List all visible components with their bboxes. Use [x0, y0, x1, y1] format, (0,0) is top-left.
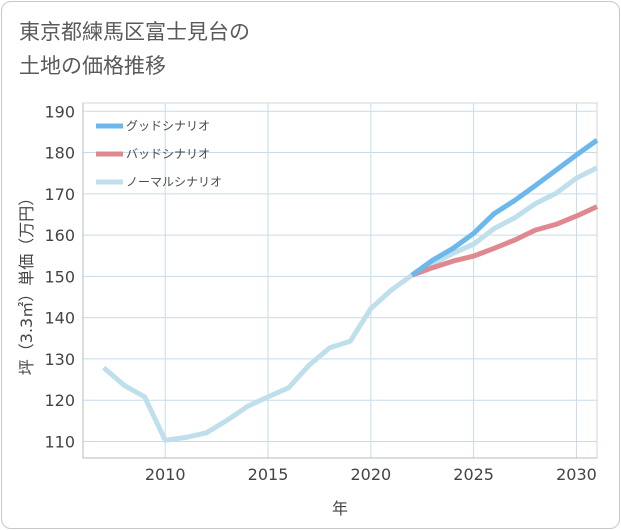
series-line-1: [411, 204, 599, 278]
y-axis-title: 坪（3.3㎡）単価（万円）: [17, 190, 36, 375]
chart-title-line-2: 土地の価格推移: [19, 54, 166, 78]
chart-title: 東京都練馬区富士見台の 土地の価格推移: [19, 15, 250, 83]
chart-title-line-1: 東京都練馬区富士見台の: [19, 20, 250, 44]
chart-axes: 110 120 130 140 150 160 170 180 190 2010 2015 2020 2…: [44, 102, 597, 484]
x-tick-label: 2025: [453, 465, 494, 484]
y-tick-label: 130: [44, 350, 75, 369]
x-tick-label: 2030: [556, 465, 597, 484]
legend-label-2: ノーマルシナリオ: [126, 175, 222, 189]
chart-grid: [82, 102, 598, 459]
legend-label-0: グッドシナリオ: [126, 119, 210, 133]
y-tick-label: 190: [44, 102, 75, 121]
x-tick-label: 2015: [248, 465, 289, 484]
y-tick-label: 160: [44, 226, 75, 245]
chart-series: [101, 138, 599, 443]
y-tick-label: 120: [44, 391, 75, 410]
x-axis-title: 年: [332, 499, 348, 518]
y-tick-label: 150: [44, 267, 75, 286]
series-line-0: [410, 138, 599, 278]
y-tick-label: 110: [44, 432, 75, 451]
x-tick-label: 2010: [145, 465, 186, 484]
y-tick-label: 180: [44, 144, 75, 163]
y-tick-label: 140: [44, 309, 75, 328]
y-tick-label: 170: [44, 185, 75, 204]
series-line-2: [101, 165, 599, 443]
x-tick-label: 2020: [350, 465, 391, 484]
legend-label-1: バッドシナリオ: [126, 147, 210, 161]
